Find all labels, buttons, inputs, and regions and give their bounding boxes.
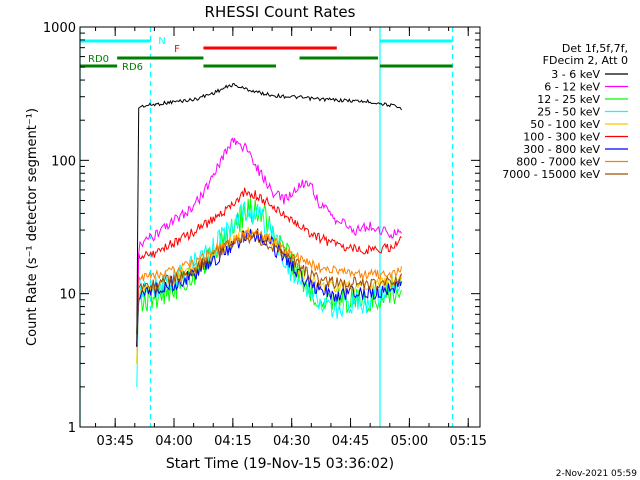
y-tick-label: 1 bbox=[68, 421, 76, 436]
x-tick-label: 05:00 bbox=[391, 434, 428, 449]
legend-label: 3 - 6 keV bbox=[551, 68, 600, 81]
plot-frame bbox=[79, 26, 481, 428]
x-tick-label: 05:15 bbox=[449, 434, 486, 449]
state-bar-label-rd6: RD6 bbox=[122, 62, 143, 73]
y-tick-label: 10 bbox=[59, 288, 76, 303]
legend-label: 100 - 300 keV bbox=[523, 131, 600, 144]
legend-label: 300 - 800 keV bbox=[523, 143, 600, 156]
y-tick-label: 1000 bbox=[43, 21, 76, 36]
series-line-6to12keVkev bbox=[136, 137, 402, 347]
legend-header-0: Det 1f,5f,7f, bbox=[562, 42, 628, 55]
legend-label: 25 - 50 keV bbox=[537, 106, 600, 119]
legend-label: 6 - 12 keV bbox=[544, 81, 600, 94]
legend-label: 7000 - 15000 keV bbox=[502, 168, 600, 181]
legend-label: 50 - 100 keV bbox=[530, 118, 600, 131]
x-tick-label: 04:30 bbox=[273, 434, 310, 449]
series-line-3to6keVkev bbox=[136, 82, 402, 347]
series-line-300to800keVkev bbox=[136, 228, 402, 347]
series-line-7000to15000keVkev bbox=[136, 230, 402, 347]
x-tick-label: 04:15 bbox=[214, 434, 251, 449]
state-bars: NF RD0 RD6 bbox=[80, 36, 453, 73]
y-axis-label: Count Rate (s⁻¹ detector segment⁻¹) bbox=[25, 108, 40, 346]
x-axis-label: Start Time (19-Nov-15 03:36:02) bbox=[166, 456, 394, 472]
legend-label: 12 - 25 keV bbox=[537, 93, 600, 106]
state-bar-label-n: N bbox=[158, 36, 165, 47]
state-bar-label-f: F bbox=[174, 44, 180, 55]
legend-label: 800 - 7000 keV bbox=[516, 156, 600, 169]
series-layer bbox=[136, 82, 402, 387]
x-tick-label: 03:45 bbox=[96, 434, 133, 449]
state-bar-label-rd0: RD0 bbox=[88, 54, 109, 65]
x-tick-label: 04:45 bbox=[332, 434, 369, 449]
x-axis: 03:45 04:00 04:15 04:30 04:45 05:00 05:15 bbox=[95, 27, 487, 449]
series-line-100to300keVkev bbox=[136, 187, 402, 334]
chart-title: RHESSI Count Rates bbox=[205, 3, 356, 21]
y-tick-label: 100 bbox=[51, 154, 76, 169]
footer-timestamp: 2-Nov-2021 05:59 bbox=[556, 469, 638, 479]
legend-header-1: FDecim 2, Att 0 bbox=[543, 54, 628, 67]
series-line-800to7000keVkev bbox=[136, 229, 402, 334]
y-axis: 1 10 100 1000 bbox=[43, 21, 480, 436]
x-tick-label: 04:00 bbox=[155, 434, 192, 449]
